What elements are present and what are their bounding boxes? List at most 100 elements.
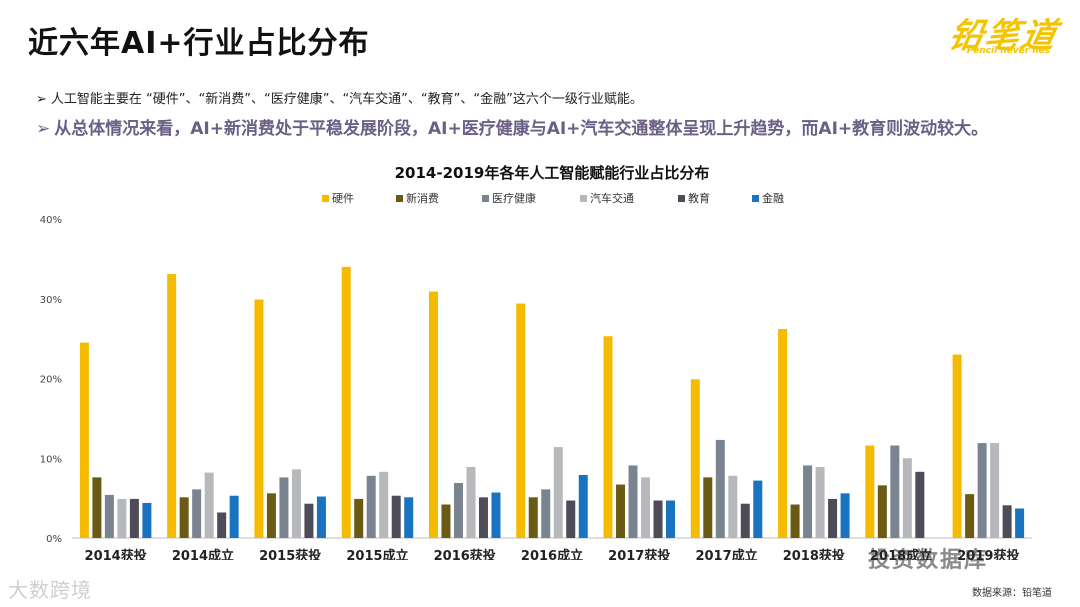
bar-10-2 (977, 443, 987, 538)
y-tick-label: 30% (40, 295, 62, 306)
x-tick-label: 2016成立 (521, 548, 583, 560)
x-tick-label: 2015成立 (346, 548, 408, 560)
bullet-arrow-icon: ➢ (36, 92, 47, 107)
bar-8-0 (778, 329, 788, 538)
bar-2-2 (279, 477, 289, 538)
x-tick-label: 2015获投 (259, 548, 321, 560)
x-tick-label: 2018获投 (783, 548, 845, 560)
y-tick-label: 20% (40, 375, 62, 386)
bullet-point-1: ➢ 人工智能主要在 “硬件”、“新消费”、“医疗健康”、“汽车交通”、“教育”、“… (36, 88, 643, 107)
page-title: 近六年AI+行业占比分布 (28, 26, 370, 61)
bar-3-4 (391, 495, 401, 538)
bar-2-1 (266, 493, 276, 538)
bar-2-4 (304, 503, 314, 538)
bar-2-3 (291, 469, 301, 538)
y-tick-label: 40% (40, 215, 62, 226)
bullet-text-1: 人工智能主要在 “硬件”、“新消费”、“医疗健康”、“汽车交通”、“教育”、“金… (50, 92, 643, 107)
bar-5-3 (553, 447, 563, 538)
bar-1-5 (229, 495, 239, 538)
bar-4-5 (491, 492, 501, 538)
bar-6-5 (666, 500, 676, 538)
bar-3-2 (366, 475, 376, 538)
bar-8-2 (803, 465, 813, 538)
bar-1-3 (204, 472, 214, 538)
x-tick-label: 2017获投 (608, 548, 670, 560)
watermark-right: 投资数据库 (868, 548, 989, 573)
legend-label-5: 金融 (762, 191, 784, 205)
bar-5-4 (566, 500, 576, 538)
bar-6-3 (641, 477, 651, 538)
bar-7-0 (690, 379, 700, 538)
y-tick-label: 10% (40, 454, 62, 465)
x-tick-label: 2016获投 (434, 548, 496, 560)
legend-swatch-1 (396, 195, 403, 202)
legend-swatch-5 (752, 195, 759, 202)
legend-swatch-0 (322, 195, 329, 202)
bar-3-1 (354, 498, 364, 538)
bar-8-5 (840, 493, 850, 538)
bar-10-3 (990, 443, 1000, 538)
bar-6-4 (653, 500, 663, 538)
bar-7-3 (728, 475, 738, 538)
bar-0-5 (142, 502, 152, 538)
bar-2-0 (254, 299, 264, 538)
legend-label-4: 教育 (688, 191, 710, 205)
bullet-arrow-icon: ➢ (36, 119, 51, 139)
bar-3-0 (341, 266, 351, 538)
bar-4-2 (453, 482, 463, 538)
bar-10-5 (1015, 508, 1025, 538)
legend-swatch-4 (678, 195, 685, 202)
bar-0-4 (129, 498, 139, 538)
bar-9-0 (865, 445, 875, 538)
bar-8-4 (828, 498, 838, 538)
bar-3-5 (404, 497, 414, 538)
bar-3-3 (379, 471, 389, 538)
bar-0-0 (79, 342, 89, 538)
bar-4-1 (441, 504, 451, 538)
chart-title: 2014-2019年各年人工智能赋能行业占比分布 (395, 164, 710, 182)
bar-5-0 (516, 303, 526, 538)
bar-5-5 (578, 474, 588, 538)
bar-5-1 (528, 497, 538, 538)
bar-8-3 (815, 467, 825, 538)
logo-tagline: Pencil never lies (966, 46, 1050, 56)
bar-9-1 (877, 485, 887, 538)
bar-7-4 (740, 503, 750, 538)
legend-swatch-3 (580, 195, 587, 202)
watermark-left: 大数跨境 (8, 578, 92, 602)
x-tick-label: 2018成立 (870, 548, 932, 560)
bar-6-0 (603, 336, 613, 538)
bar-1-0 (167, 274, 177, 538)
bar-10-1 (965, 494, 975, 538)
bar-4-4 (478, 497, 488, 538)
bar-7-1 (703, 477, 713, 538)
legend-swatch-2 (482, 195, 489, 202)
bar-0-1 (92, 477, 102, 538)
bar-0-2 (104, 494, 114, 538)
legend-label-1: 新消费 (406, 191, 439, 205)
x-tick-label: 2017成立 (695, 548, 757, 560)
legend-label-0: 硬件 (332, 192, 354, 205)
bar-7-2 (715, 439, 725, 538)
bar-9-3 (902, 458, 912, 538)
bar-10-4 (1002, 505, 1012, 538)
legend-label-2: 医疗健康 (492, 191, 536, 205)
bar-1-4 (217, 512, 227, 538)
data-source: 数据来源：铅笔道 (972, 588, 1052, 599)
bar-9-2 (890, 445, 900, 538)
y-tick-label: 0% (46, 534, 62, 545)
bar-2-5 (316, 496, 326, 538)
bar-4-3 (466, 467, 476, 538)
legend-label-3: 汽车交通 (590, 191, 634, 205)
bar-1-2 (192, 489, 202, 538)
bar-7-5 (753, 480, 763, 538)
x-tick-label: 2019获投 (957, 548, 1019, 560)
bar-6-2 (628, 465, 638, 538)
bar-8-1 (790, 504, 800, 538)
bar-0-3 (117, 498, 127, 538)
bar-10-0 (952, 354, 962, 538)
brand-logo: 铅笔道 Pencil never lies (938, 8, 1062, 56)
x-tick-label: 2014成立 (172, 548, 234, 560)
bar-9-4 (915, 471, 925, 538)
